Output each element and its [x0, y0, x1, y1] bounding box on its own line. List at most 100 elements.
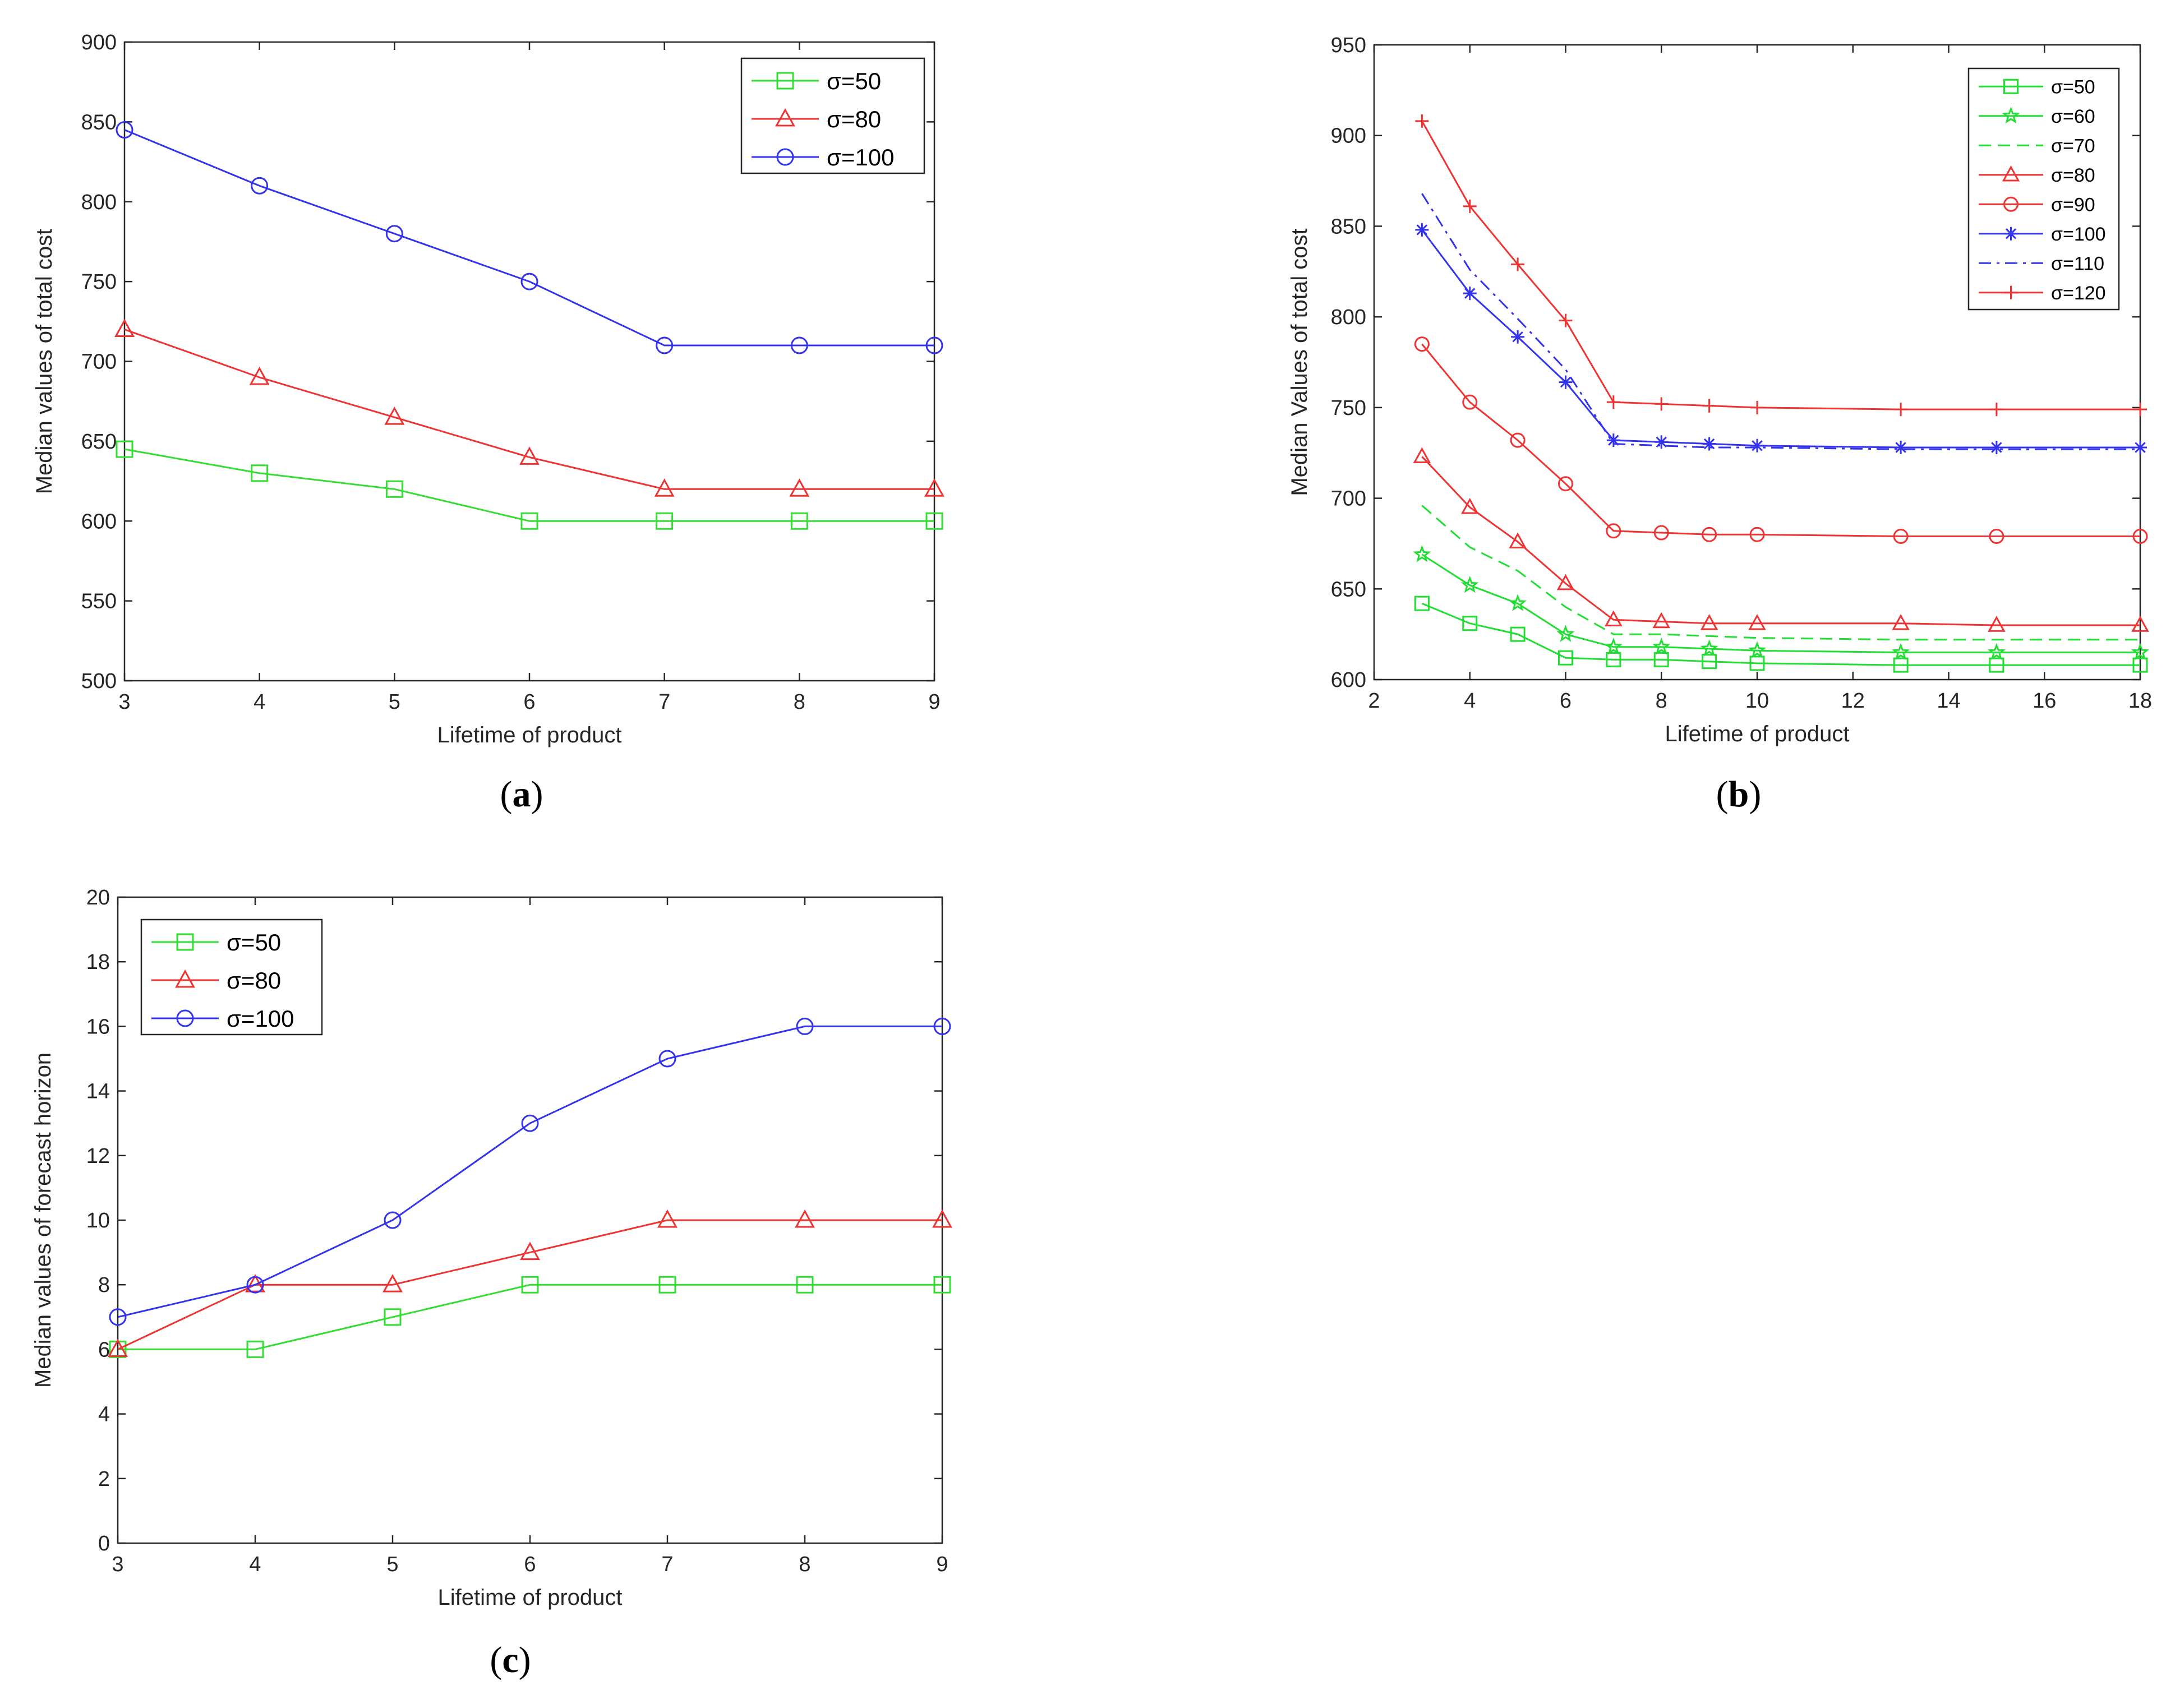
marker-square-5	[796, 1276, 814, 1294]
series-line	[1421, 343, 2140, 537]
x-tick-label: 10	[1745, 689, 1769, 713]
marker-circle-4	[1606, 523, 1621, 539]
x-tick-label: 4	[1464, 689, 1476, 713]
marker-circle-5	[790, 336, 808, 354]
y-tick-label: 6	[98, 1338, 110, 1361]
series-0	[1414, 596, 2148, 673]
marker-square-3	[1558, 650, 1573, 666]
marker-square-4	[1606, 652, 1621, 667]
marker-asterisk-2	[1511, 330, 1525, 344]
legend-label: σ=80	[827, 106, 881, 132]
x-tick-label: 8	[794, 690, 805, 714]
marker-asterisk-9	[1989, 441, 2003, 455]
marker-circle-6	[933, 1017, 951, 1035]
caption-paren-close: )	[1749, 774, 1761, 815]
marker-circle-0	[1414, 336, 1430, 352]
y-tick-label: 14	[86, 1080, 110, 1104]
y-tick-label: 20	[86, 886, 110, 910]
marker-square-0	[116, 440, 133, 458]
marker-plus-1	[1463, 199, 1477, 213]
y-tick-label: 700	[1331, 487, 1366, 511]
x-tick-label: 3	[118, 690, 130, 714]
marker-square-6	[933, 1276, 951, 1294]
series-line	[1421, 553, 2140, 653]
series-line	[1421, 456, 2140, 626]
x-tick-label: 9	[936, 1553, 948, 1576]
marker-triangle-1	[249, 366, 270, 385]
y-tick-label: 650	[1331, 578, 1366, 601]
marker-triangle-3	[520, 1241, 540, 1261]
series-line	[1421, 193, 2140, 450]
marker-square-legend	[176, 933, 194, 951]
marker-circle-4	[658, 1050, 676, 1068]
y-tick-label: 700	[81, 350, 117, 374]
marker-circle-0	[109, 1308, 127, 1326]
x-tick-label: 12	[1841, 689, 1865, 713]
legend-box	[740, 57, 925, 174]
x-axis-label: Lifetime of product	[437, 723, 621, 747]
series-line	[124, 129, 934, 347]
y-tick-label: 800	[1331, 306, 1366, 329]
marker-star-6	[1700, 639, 1718, 657]
y-tick-label: 550	[81, 590, 117, 613]
marker-triangle-4	[657, 1209, 678, 1228]
marker-triangle-7	[1748, 613, 1766, 630]
series-5	[1415, 223, 2147, 455]
marker-triangle-3	[1556, 574, 1575, 590]
marker-square-4	[658, 1276, 676, 1294]
series-line	[117, 1025, 942, 1318]
x-tick-label: 5	[386, 1553, 398, 1576]
marker-square-9	[1989, 657, 2004, 673]
marker-square-5	[1653, 652, 1669, 667]
caption-paren-open: (	[490, 1640, 502, 1681]
marker-circle-1	[1462, 394, 1478, 410]
marker-square-legend	[2003, 79, 2018, 94]
legend-box	[140, 918, 323, 1036]
x-tick-label: 16	[2033, 689, 2056, 713]
legend-label: σ=50	[827, 68, 881, 94]
marker-triangle-5	[795, 1209, 815, 1228]
x-axis-label: Lifetime of product	[1665, 722, 1849, 746]
marker-square-2	[384, 1308, 402, 1326]
x-tick-label: 3	[112, 1553, 123, 1576]
marker-triangle-6	[1700, 613, 1718, 630]
marker-asterisk-10	[2133, 441, 2147, 455]
marker-triangle-legend	[2002, 165, 2020, 182]
series-6	[1421, 193, 2140, 450]
x-tick-label: 2	[1368, 689, 1380, 713]
caption-letter: a	[513, 774, 531, 815]
marker-square-10	[2132, 657, 2148, 673]
marker-triangle-2	[384, 407, 405, 425]
series-3	[1413, 447, 2149, 632]
legend: σ=50 σ=80 σ=100	[140, 918, 323, 1036]
y-tick-label: 2	[98, 1467, 110, 1491]
marker-square-6	[1702, 654, 1717, 670]
marker-star-4	[1604, 638, 1623, 655]
marker-circle-3	[520, 273, 538, 290]
marker-asterisk-1	[1463, 287, 1477, 301]
caption-letter: c	[502, 1640, 518, 1681]
y-tick-label: 650	[81, 430, 117, 454]
marker-circle-6	[1702, 527, 1717, 542]
series-1	[1413, 544, 2149, 661]
y-tick-label: 8	[98, 1273, 110, 1297]
caption-paren-close: )	[531, 774, 543, 815]
marker-star-3	[1556, 625, 1575, 642]
series-line	[1421, 602, 2140, 666]
marker-circle-1	[251, 177, 269, 195]
caption-letter: b	[1729, 774, 1749, 815]
series-2	[109, 1017, 951, 1326]
y-tick-label: 600	[1331, 668, 1366, 692]
marker-triangle-0	[1413, 447, 1431, 463]
y-axis-label: Median values of total cost	[32, 229, 57, 495]
caption-paren-close: )	[519, 1640, 531, 1681]
marker-asterisk-4	[1606, 433, 1620, 447]
marker-triangle-0	[108, 1338, 128, 1357]
legend-label: σ=100	[227, 1005, 294, 1032]
legend-label: σ=110	[2051, 253, 2104, 274]
marker-circle-legend	[776, 148, 794, 166]
y-axis-label: Median Values of total cost	[1287, 228, 1312, 496]
marker-plus-6	[1702, 399, 1716, 413]
marker-circle-0	[116, 121, 133, 139]
